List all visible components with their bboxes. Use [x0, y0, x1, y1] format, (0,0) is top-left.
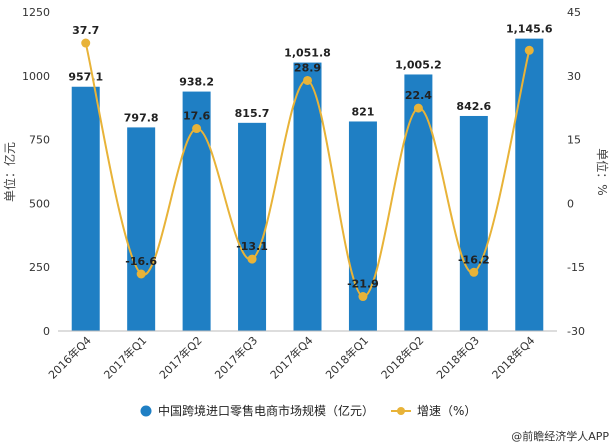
line-point	[469, 267, 479, 277]
bar	[459, 115, 488, 332]
legend-bar-label: 中国跨境进口零售电商市场规模（亿元）	[158, 403, 374, 418]
line-value-label: -16.2	[458, 253, 490, 266]
bar	[293, 62, 322, 332]
bar	[127, 127, 156, 331]
line-point	[303, 75, 312, 85]
x-tick-label: 2017年Q1	[101, 333, 150, 382]
bar-value-label: 938.2	[179, 76, 214, 89]
line-value-label: 17.6	[183, 110, 210, 123]
bar-series: 957.1 797.8 938.2 815.7 1,051.8 821 1,005.2 842…	[68, 23, 553, 332]
line-point	[247, 254, 257, 264]
bar	[515, 38, 544, 331]
source-credit: @前瞻经济学人APP	[511, 429, 609, 443]
legend: 中国跨境进口零售电商市场规模（亿元） 增速（%）	[140, 403, 476, 418]
bar-value-label: 842.6	[456, 100, 491, 113]
line-point	[192, 124, 202, 134]
bar-value-label: 815.7	[235, 107, 270, 120]
bar-value-label: 1,051.8	[284, 47, 331, 60]
line-point	[524, 45, 534, 55]
right-axis-title: 单位：%	[595, 148, 610, 195]
right-tick-label: -15	[567, 261, 585, 274]
bar-value-label: 957.1	[68, 71, 103, 84]
bar-value-label: 821	[351, 105, 374, 118]
bar-value-label: 1,005.2	[395, 58, 442, 71]
right-tick-label: -30	[567, 325, 585, 338]
line-point	[358, 292, 368, 302]
line-value-label: -13.1	[236, 240, 268, 253]
bar	[71, 86, 100, 331]
bar-value-label: 1,145.6	[506, 23, 553, 36]
right-axis: -30 -15 0 15 30 45	[567, 6, 585, 338]
line-value-label: -21.9	[347, 278, 379, 291]
bar	[404, 74, 433, 331]
line-point	[81, 38, 91, 48]
x-tick-label: 2016年Q4	[45, 333, 94, 382]
left-tick-label: 750	[29, 134, 50, 147]
left-tick-label: 500	[29, 197, 50, 210]
x-tick-label: 2017年Q2	[156, 333, 205, 382]
left-axis-title: 单位：亿元	[2, 142, 17, 202]
line-point	[136, 269, 146, 279]
x-tick-label: 2018年Q2	[378, 333, 427, 382]
legend-bar-marker	[140, 405, 152, 417]
line-value-label: 28.9	[294, 61, 321, 74]
x-tick-label: 2018年Q3	[433, 333, 482, 382]
left-tick-label: 250	[29, 261, 50, 274]
right-tick-label: 15	[567, 134, 581, 147]
right-tick-label: 45	[567, 6, 581, 19]
left-tick-label: 0	[43, 325, 50, 338]
line-series: 37.7 -16.6 17.6 -13.1 28.9 -21.9 22.4 -16.2	[72, 24, 534, 302]
line-value-label: 22.4	[405, 89, 432, 102]
left-tick-label: 1000	[22, 70, 50, 83]
x-tick-label: 2017年Q3	[212, 333, 261, 382]
line-point	[413, 103, 423, 113]
legend-line-marker	[397, 407, 405, 415]
right-tick-label: 30	[567, 70, 581, 83]
bar	[238, 122, 267, 331]
x-tick-label: 2018年Q4	[489, 333, 538, 382]
x-axis: 2016年Q4 2017年Q1 2017年Q2 2017年Q3 2017年Q4 2018年…	[45, 330, 557, 382]
legend-line-label: 增速（%）	[417, 404, 476, 418]
line-value-label: -16.6	[125, 255, 157, 268]
left-tick-label: 1250	[22, 6, 50, 19]
right-tick-label: 0	[567, 197, 574, 210]
x-tick-label: 2018年Q1	[323, 333, 372, 382]
x-tick-label: 2017年Q4	[267, 333, 316, 382]
left-axis: 0 250 500 750 1000 1250	[22, 6, 50, 338]
bar-value-label: 797.8	[124, 111, 159, 124]
line-value-label: 37.7	[72, 24, 99, 37]
